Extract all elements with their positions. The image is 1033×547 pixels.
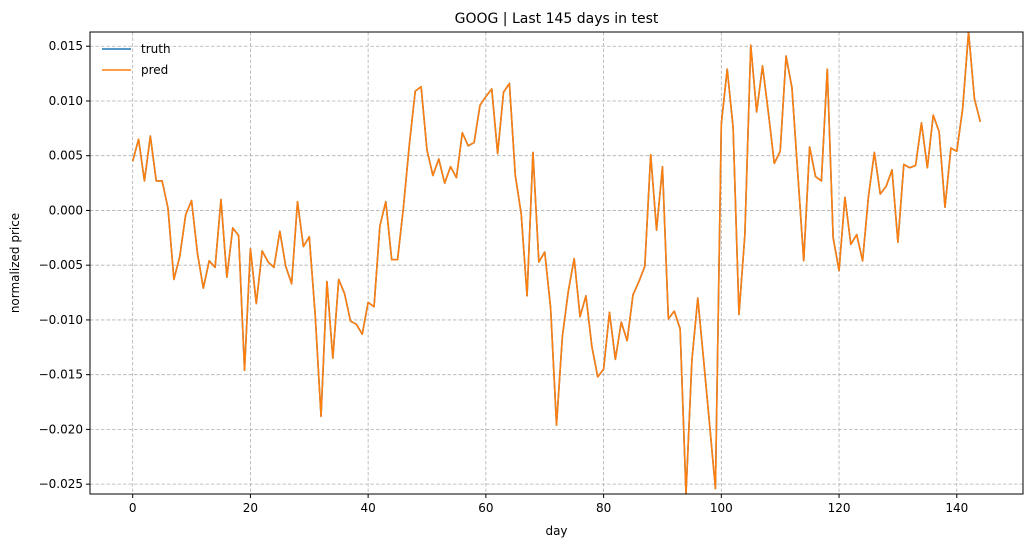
x-tick-label: 20 <box>243 501 258 515</box>
series-layer <box>131 32 982 494</box>
y-tick-label: 0.010 <box>49 94 83 108</box>
x-tick-label: 100 <box>710 501 733 515</box>
x-axis: 0 20 40 60 80 100 120 140 <box>129 494 968 515</box>
chart-title: GOOG | Last 145 days in test <box>455 11 659 27</box>
x-tick-label: 140 <box>945 501 968 515</box>
x-tick-label: 120 <box>828 501 851 515</box>
x-axis-label: day <box>545 524 567 538</box>
series-line-pred <box>131 32 982 494</box>
legend: truth pred <box>102 42 171 77</box>
x-tick-label: 0 <box>129 501 137 515</box>
y-tick-label: −0.010 <box>39 313 83 327</box>
y-axis: −0.025 −0.020 −0.015 −0.010 −0.005 0.000 0.005… <box>39 39 90 491</box>
y-tick-label: 0.015 <box>49 39 83 53</box>
legend-label-pred: pred <box>141 63 168 77</box>
y-tick-label: 0.000 <box>49 203 83 217</box>
grid-lines <box>90 32 1023 494</box>
y-tick-label: 0.005 <box>49 149 83 163</box>
legend-label-truth: truth <box>141 42 171 56</box>
y-tick-label: −0.025 <box>39 477 83 491</box>
x-tick-label: 80 <box>596 501 611 515</box>
y-tick-label: −0.020 <box>39 422 83 436</box>
y-axis-label: normalized price <box>8 213 22 313</box>
y-tick-label: −0.015 <box>39 368 83 382</box>
x-tick-label: 40 <box>360 501 375 515</box>
y-tick-label: −0.005 <box>39 258 83 272</box>
x-tick-label: 60 <box>478 501 493 515</box>
plot-frame <box>89 31 1024 495</box>
